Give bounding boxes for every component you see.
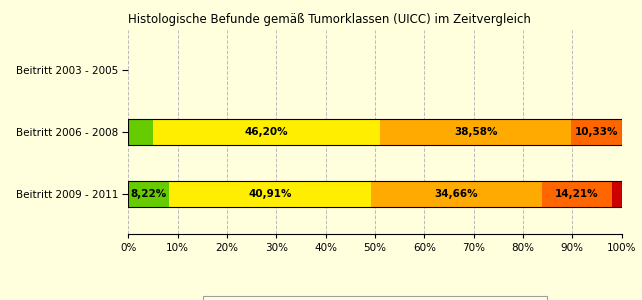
Bar (612, 181, 621, 207)
Bar (128, 181, 621, 207)
Bar (169, 181, 371, 207)
Text: 34,66%: 34,66% (435, 189, 478, 199)
Text: Histologische Befunde gemäß Tumorklassen (UICC) im Zeitvergleich: Histologische Befunde gemäß Tumorklassen… (128, 13, 532, 26)
Bar (542, 181, 612, 207)
Text: 46,20%: 46,20% (245, 127, 288, 137)
Text: 10,33%: 10,33% (575, 127, 618, 137)
Bar (128, 119, 621, 145)
Bar (153, 119, 381, 145)
Text: 40,91%: 40,91% (248, 189, 291, 199)
Text: 8,22%: 8,22% (130, 189, 167, 199)
Bar (128, 119, 153, 145)
Legend: UICC 0, UICC I, UICC IIa/b, UICC IIIa/b/c, UICC IV: UICC 0, UICC I, UICC IIa/b, UICC IIIa/b/… (203, 296, 547, 300)
Bar (381, 119, 571, 145)
Text: 14,21%: 14,21% (555, 189, 598, 199)
Text: 38,58%: 38,58% (454, 127, 498, 137)
Bar (128, 181, 169, 207)
Bar (371, 181, 542, 207)
Bar (571, 119, 621, 145)
